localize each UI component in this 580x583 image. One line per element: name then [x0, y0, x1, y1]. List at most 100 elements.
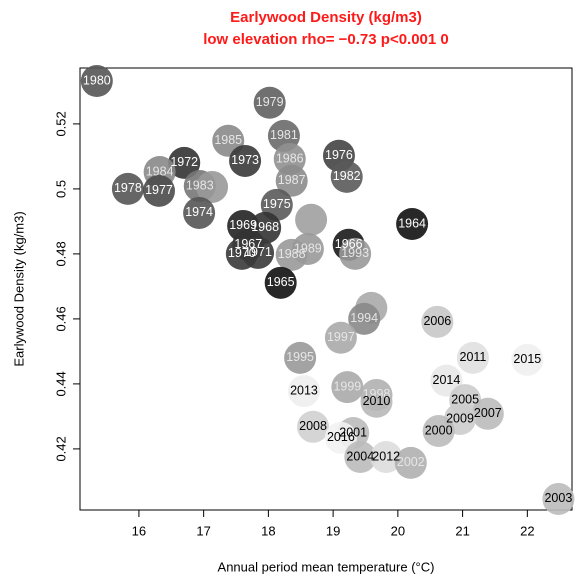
x-tick-label: 17 — [196, 523, 210, 538]
point-label: 1988 — [278, 247, 306, 261]
point — [348, 302, 381, 335]
point — [229, 144, 262, 177]
point — [80, 65, 113, 97]
point-label: 1964 — [398, 216, 426, 230]
point-label: 1981 — [270, 128, 298, 142]
x-tick-label: 22 — [520, 523, 534, 538]
point — [421, 305, 454, 338]
point-label: 1974 — [185, 205, 213, 219]
point-label: 2001 — [339, 425, 367, 439]
point-label: 1973 — [231, 153, 259, 167]
point — [242, 236, 275, 269]
point — [396, 208, 429, 240]
point — [111, 172, 144, 205]
point-label: 2014 — [433, 373, 461, 387]
x-tick-label: 16 — [132, 523, 146, 538]
x-tick-label: 18 — [261, 523, 275, 538]
point-label: 1987 — [278, 173, 306, 187]
point — [394, 446, 427, 479]
point — [542, 482, 575, 515]
point — [344, 441, 377, 474]
chart-title: Earlywood Density (kg/m3) — [230, 9, 422, 26]
point — [275, 164, 308, 197]
point — [324, 321, 357, 354]
point-label: 1972 — [170, 155, 198, 169]
point-label: 2004 — [346, 449, 374, 463]
point — [253, 86, 286, 119]
point-label: 1965 — [267, 275, 295, 289]
x-tick-label: 19 — [326, 523, 340, 538]
x-tick-label: 20 — [391, 523, 405, 538]
point-label: 1999 — [333, 379, 361, 393]
point-label: 1982 — [333, 169, 361, 183]
point — [264, 266, 297, 299]
point — [360, 385, 393, 418]
point-label: 1993 — [341, 246, 369, 260]
point-label: 2000 — [425, 423, 453, 437]
point-label: 2006 — [423, 314, 451, 328]
point — [295, 203, 328, 236]
point-label: 1998 — [363, 387, 391, 401]
point-label: 2003 — [544, 491, 572, 505]
point-label: 1994 — [350, 311, 378, 325]
point-label: 1983 — [186, 178, 214, 192]
point-label: 1980 — [83, 73, 111, 87]
point-label: 2009 — [446, 411, 474, 425]
point — [471, 397, 504, 430]
point-label: 2011 — [460, 350, 487, 364]
point — [275, 238, 308, 271]
point — [183, 196, 216, 229]
x-axis-label: Annual period mean temperature (°C) — [218, 559, 435, 574]
x-tick-label: 21 — [455, 523, 469, 538]
point-label: 1976 — [325, 148, 353, 162]
point-label: 1970 — [228, 246, 256, 260]
y-tick-label: 0.5 — [53, 180, 68, 198]
point-label: 2005 — [451, 392, 479, 406]
point-label: 2008 — [299, 419, 327, 433]
point-label: 2015 — [513, 352, 541, 366]
y-tick-label: 0.46 — [53, 306, 68, 331]
point-label: 2016 — [327, 430, 355, 444]
point — [168, 146, 201, 179]
chart-subtitle: low elevation rho= −0.73 p<0.001 0 — [203, 31, 449, 48]
point — [422, 415, 455, 448]
point-label: 2002 — [397, 455, 425, 469]
point-label: 1968 — [251, 220, 279, 234]
point-label: 2012 — [372, 449, 400, 463]
point — [511, 343, 544, 376]
point-label: 1978 — [114, 181, 142, 195]
point — [370, 441, 403, 474]
point-label: 2013 — [290, 383, 318, 397]
plot-frame — [79, 67, 573, 511]
y-tick-label: 0.44 — [53, 371, 68, 396]
point-label: 1969 — [229, 218, 257, 232]
point — [331, 371, 364, 404]
point-label: 1985 — [214, 133, 242, 147]
point-label: 1986 — [276, 151, 304, 165]
point — [456, 341, 489, 374]
point-label: 1966 — [335, 237, 363, 251]
point-label: 1971 — [244, 245, 272, 259]
point — [287, 375, 320, 408]
point-label: 1995 — [286, 350, 314, 364]
point-label: 1977 — [145, 183, 173, 197]
point — [196, 170, 229, 203]
y-tick-label: 0.52 — [53, 111, 68, 136]
point-label: 1979 — [256, 95, 284, 109]
point — [330, 160, 363, 193]
point-label: 2010 — [363, 394, 391, 408]
point — [284, 341, 317, 374]
point-label: 1984 — [146, 164, 174, 178]
point-label: 1997 — [327, 330, 355, 344]
point — [142, 174, 175, 207]
point-label: 2007 — [474, 406, 502, 420]
point-label: 1989 — [294, 241, 322, 255]
y-axis-label: Earlywood Density (kg/m3) — [11, 211, 26, 366]
y-tick-label: 0.48 — [53, 241, 68, 266]
point — [297, 410, 330, 443]
y-tick-label: 0.42 — [53, 436, 68, 461]
point-label: 1975 — [263, 197, 291, 211]
point-label: 1967 — [234, 237, 262, 251]
